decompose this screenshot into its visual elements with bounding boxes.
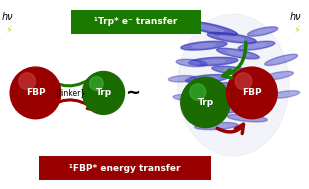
Ellipse shape — [190, 91, 230, 98]
Ellipse shape — [277, 93, 292, 96]
FancyBboxPatch shape — [39, 156, 211, 180]
Ellipse shape — [207, 33, 256, 43]
Circle shape — [226, 67, 277, 119]
Text: ¹Trp* e⁻ transfer: ¹Trp* e⁻ transfer — [94, 17, 178, 26]
Ellipse shape — [183, 21, 237, 36]
Ellipse shape — [263, 71, 293, 80]
Ellipse shape — [185, 74, 229, 83]
Ellipse shape — [239, 100, 261, 105]
Ellipse shape — [273, 57, 290, 62]
Ellipse shape — [197, 25, 224, 32]
Ellipse shape — [168, 76, 196, 82]
Ellipse shape — [219, 35, 244, 40]
Ellipse shape — [265, 54, 298, 65]
Ellipse shape — [181, 41, 227, 50]
Ellipse shape — [227, 51, 248, 56]
Ellipse shape — [211, 108, 234, 112]
Circle shape — [19, 73, 36, 90]
Ellipse shape — [227, 114, 267, 122]
Ellipse shape — [181, 96, 196, 99]
Ellipse shape — [178, 14, 289, 156]
Ellipse shape — [269, 91, 300, 98]
Circle shape — [235, 73, 252, 90]
Text: hν: hν — [289, 12, 301, 22]
Ellipse shape — [200, 93, 220, 96]
FancyArrowPatch shape — [41, 72, 98, 86]
Circle shape — [10, 67, 61, 119]
Text: FBP: FBP — [242, 88, 262, 97]
Ellipse shape — [188, 57, 238, 66]
Text: Trp: Trp — [95, 88, 112, 97]
Text: ⚡: ⚡ — [5, 25, 12, 35]
Ellipse shape — [237, 117, 257, 120]
Ellipse shape — [195, 122, 238, 130]
Text: ¹FBP* energy transfer: ¹FBP* energy transfer — [70, 164, 181, 173]
Text: {linker}: {linker} — [54, 88, 85, 97]
Ellipse shape — [199, 106, 246, 114]
Circle shape — [83, 71, 125, 114]
Ellipse shape — [247, 44, 266, 48]
Ellipse shape — [248, 27, 278, 36]
Ellipse shape — [229, 98, 272, 107]
Circle shape — [90, 77, 103, 90]
Ellipse shape — [223, 69, 246, 73]
Ellipse shape — [255, 29, 270, 34]
FancyBboxPatch shape — [71, 10, 201, 34]
Ellipse shape — [176, 77, 189, 80]
Text: ⚡: ⚡ — [293, 25, 300, 35]
Circle shape — [190, 84, 206, 100]
Ellipse shape — [217, 48, 259, 59]
FancyArrowPatch shape — [217, 124, 243, 133]
FancyArrowPatch shape — [223, 42, 246, 78]
Ellipse shape — [238, 41, 275, 50]
Ellipse shape — [201, 60, 226, 63]
Ellipse shape — [230, 85, 252, 88]
Ellipse shape — [173, 94, 204, 101]
Text: FBP: FBP — [26, 88, 45, 97]
Text: hν: hν — [2, 12, 14, 22]
Text: ~: ~ — [125, 84, 140, 102]
Ellipse shape — [218, 82, 264, 91]
Ellipse shape — [193, 44, 215, 48]
Ellipse shape — [212, 66, 258, 76]
Ellipse shape — [184, 61, 199, 64]
Ellipse shape — [176, 59, 207, 67]
Circle shape — [181, 77, 230, 128]
Ellipse shape — [270, 74, 286, 77]
FancyArrowPatch shape — [38, 100, 96, 117]
Text: Trp: Trp — [197, 98, 214, 107]
Ellipse shape — [196, 77, 218, 81]
Ellipse shape — [205, 125, 227, 128]
